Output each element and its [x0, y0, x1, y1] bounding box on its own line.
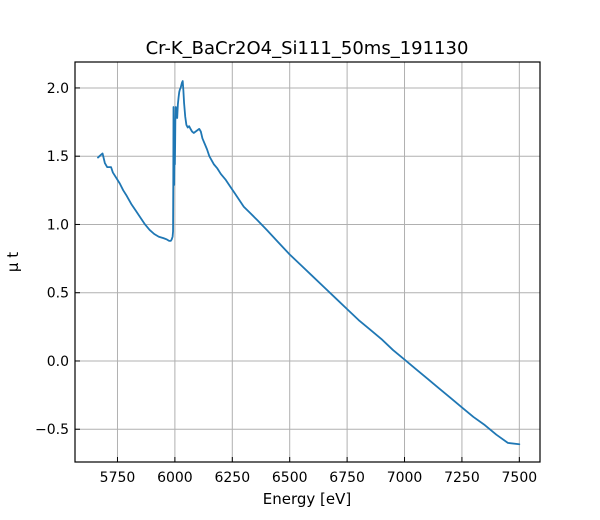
chart-title: Cr-K_BaCr2O4_Si111_50ms_191130 [146, 38, 469, 59]
x-axis-label: Energy [eV] [263, 490, 351, 508]
y-tick-label: 0.0 [47, 354, 69, 370]
y-tick-label: 1.0 [47, 217, 69, 233]
plot-frame [74, 61, 541, 463]
y-axis-label: μ t [4, 252, 22, 272]
series-layer [97, 80, 521, 446]
y-tick-label: 1.5 [47, 149, 69, 165]
axis-ticks [75, 87, 520, 462]
y-tick-label: −0.5 [35, 422, 69, 438]
x-tick-label: 6750 [329, 470, 365, 486]
x-tick-label: 6500 [272, 470, 308, 486]
axis-tick-labels: 5750 6000 6250 6500 6750 7000 7250 7500 −0.5 0.0 0… [35, 81, 537, 486]
series-line [97, 80, 521, 446]
x-tick-label: 7000 [387, 470, 423, 486]
x-tick-label: 6250 [214, 470, 250, 486]
x-tick-label: 5750 [100, 470, 136, 486]
y-tick-label: 0.5 [47, 286, 69, 302]
grid-lines [75, 62, 540, 462]
y-tick-label: 2.0 [47, 81, 69, 97]
x-tick-label: 7250 [444, 470, 480, 486]
x-tick-label: 7500 [502, 470, 538, 486]
x-tick-label: 6000 [157, 470, 193, 486]
